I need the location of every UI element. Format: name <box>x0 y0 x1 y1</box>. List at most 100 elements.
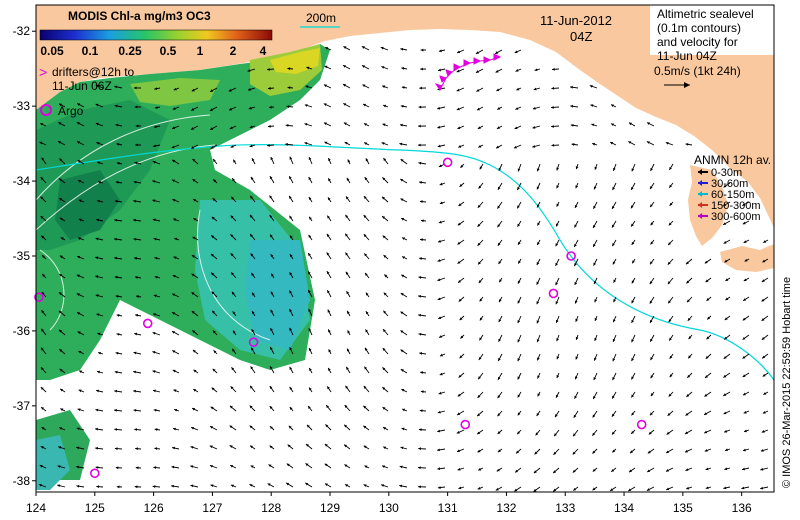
velocity-arrowhead <box>76 446 80 450</box>
velocity-arrowhead <box>323 84 327 88</box>
velocity-arrowhead <box>327 309 331 313</box>
velocity-arrowhead <box>60 388 64 392</box>
velocity-arrowhead <box>115 180 119 184</box>
velocity-arrowhead <box>232 348 235 352</box>
velocity-arrowhead <box>439 335 443 338</box>
velocity-arrowhead <box>556 185 560 189</box>
velocity-arrowhead <box>647 469 651 473</box>
velocity-arrowhead <box>308 328 312 332</box>
velocity-arrowhead <box>537 357 540 361</box>
altimetry-note: Altimetric sealevel (0.1m contours) and … <box>650 5 774 88</box>
velocity-arrowhead <box>495 487 499 491</box>
velocity-arrowhead <box>497 242 501 246</box>
velocity-arrowhead <box>400 47 404 51</box>
velocity-arrowhead <box>419 86 422 90</box>
velocity-arrowhead <box>498 358 501 362</box>
velocity-arrowhead <box>477 413 481 417</box>
velocity-arrowhead <box>705 375 708 378</box>
velocity-arrowhead <box>594 299 598 303</box>
x-tick-label: 126 <box>144 501 164 515</box>
velocity-arrowhead <box>382 407 386 410</box>
velocity-arrowhead <box>648 431 652 435</box>
velocity-arrowhead <box>381 66 385 69</box>
velocity-arrowhead <box>40 123 44 126</box>
velocity-arrowhead <box>632 260 635 264</box>
velocity-arrowhead <box>418 143 421 147</box>
velocity-arrowhead <box>498 261 502 265</box>
velocity-arrowhead <box>306 424 310 428</box>
velocity-arrowhead <box>742 467 745 471</box>
velocity-arrowhead <box>344 405 348 408</box>
velocity-arrowhead <box>363 196 367 199</box>
velocity-arrowhead <box>116 332 120 336</box>
velocity-arrowhead <box>133 389 136 393</box>
velocity-arrowhead <box>381 484 385 487</box>
velocity-arrowhead <box>419 181 422 184</box>
velocity-arrowhead <box>154 275 158 279</box>
velocity-arrowhead <box>457 467 461 471</box>
velocity-arrowhead <box>400 198 404 202</box>
velocity-arrowhead <box>382 216 386 219</box>
velocity-arrowhead <box>77 103 81 106</box>
velocity-arrowhead <box>209 426 213 429</box>
velocity-arrowhead <box>418 332 422 336</box>
velocity-arrowhead <box>612 187 615 191</box>
velocity-arrowhead <box>76 274 80 278</box>
velocity-arrowhead <box>152 350 156 354</box>
velocity-arrowhead <box>554 433 557 437</box>
velocity-arrowhead <box>631 394 635 398</box>
velocity-arrowhead <box>517 320 521 324</box>
velocity-arrowhead <box>612 243 615 247</box>
velocity-arrowhead <box>190 465 194 469</box>
velocity-arrowhead <box>364 177 368 181</box>
velocity-arrowhead <box>418 124 421 128</box>
velocity-arrowhead <box>251 158 255 162</box>
velocity-arrowhead <box>193 198 197 202</box>
velocity-arrowhead <box>439 182 443 186</box>
velocity-arrowhead <box>612 167 616 171</box>
velocity-arrowhead <box>343 122 347 126</box>
velocity-arrowhead <box>536 301 540 305</box>
velocity-arrowhead <box>190 484 194 488</box>
velocity-arrowhead <box>153 125 157 129</box>
velocity-arrowhead <box>136 295 139 298</box>
velocity-arrowhead <box>382 427 386 430</box>
velocity-arrowhead <box>97 370 100 374</box>
velocity-arrowhead <box>536 281 540 285</box>
velocity-arrowhead <box>457 126 461 130</box>
velocity-arrowhead <box>190 127 194 130</box>
altimetry-line-2: (0.1m contours) <box>657 21 741 35</box>
velocity-arrowhead <box>666 431 670 435</box>
velocity-arrowhead <box>60 408 64 412</box>
velocity-arrowhead <box>725 278 729 281</box>
velocity-arrowhead <box>475 70 479 73</box>
velocity-arrowhead <box>628 488 632 491</box>
velocity-arrowhead <box>210 127 214 130</box>
velocity-arrowhead <box>551 143 555 147</box>
velocity-arrowhead <box>631 241 635 245</box>
velocity-arrowhead <box>171 179 175 183</box>
velocity-arrowhead <box>192 179 196 182</box>
drifters-label-line1: drifters@12h to <box>52 65 135 79</box>
chlorophyll-layer <box>36 44 330 490</box>
velocity-arrowhead <box>574 204 578 208</box>
velocity-arrowhead <box>192 236 196 240</box>
velocity-arrowhead <box>631 412 635 416</box>
velocity-arrowhead <box>345 214 349 218</box>
velocity-arrowhead <box>477 394 481 398</box>
velocity-arrowhead <box>95 122 99 126</box>
velocity-arrowhead <box>537 393 541 397</box>
anmn-legend-label: 150-300m <box>711 200 761 212</box>
velocity-arrowhead <box>267 143 270 147</box>
altimetry-note-box <box>650 5 774 55</box>
velocity-arrowhead <box>211 272 215 276</box>
velocity-arrowhead <box>231 196 235 200</box>
velocity-arrowhead <box>344 444 348 448</box>
velocity-arrowhead <box>76 465 79 469</box>
velocity-arrowhead <box>686 280 690 284</box>
velocity-arrowhead <box>438 220 442 224</box>
velocity-arrowhead <box>172 331 176 334</box>
velocity-arrowhead <box>459 183 463 187</box>
velocity-arrowhead <box>669 355 673 359</box>
velocity-arrowhead <box>556 167 560 171</box>
